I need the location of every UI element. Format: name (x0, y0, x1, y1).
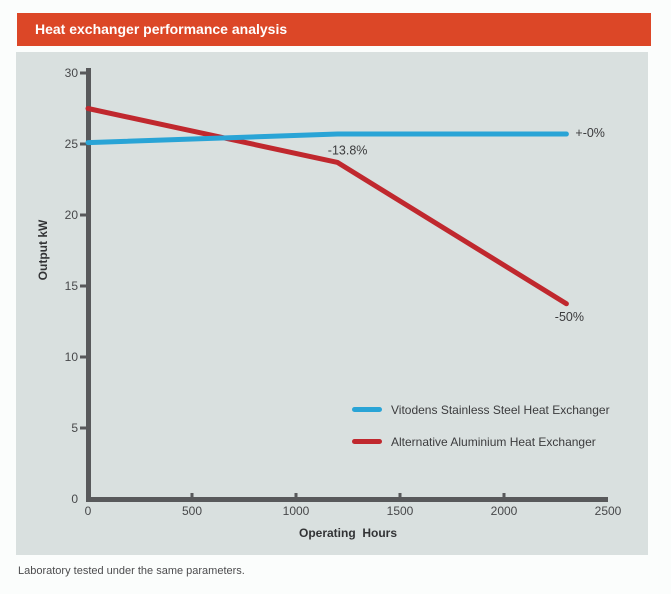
x-tick-mark (190, 493, 194, 498)
y-tick-mark (80, 284, 86, 288)
y-tick-label: 5 (71, 421, 78, 435)
y-tick-mark (80, 142, 86, 146)
y-tick-label: 25 (65, 137, 79, 151)
data-line-0 (85, 131, 569, 146)
x-axis-ticks: 0 500 1000 1500 2000 2500 (85, 493, 622, 518)
x-axis-line (86, 497, 608, 502)
y-tick-mark (80, 426, 86, 430)
x-tick-label: 2000 (491, 504, 518, 518)
legend-item-stainless-steel: Vitodens Stainless Steel Heat Exchanger (352, 400, 610, 419)
legend-line-swatch-red (352, 439, 382, 444)
chart-title-bar: Heat exchanger performance analysis (17, 13, 651, 46)
y-axis-title: Output kW (36, 219, 50, 280)
data-lines (85, 106, 569, 307)
x-tick-label: 2500 (595, 504, 622, 518)
legend-item-aluminium: Alternative Aluminium Heat Exchanger (352, 432, 610, 451)
annotation-label: -50% (555, 310, 584, 324)
y-tick-mark (80, 355, 86, 359)
y-tick-mark (80, 71, 86, 75)
legend-line-swatch-blue (352, 407, 382, 412)
y-tick-label: 10 (65, 350, 79, 364)
x-tick-label: 1000 (283, 504, 310, 518)
x-tick-label: 1500 (387, 504, 414, 518)
y-tick-label: 0 (71, 492, 78, 506)
chart-title: Heat exchanger performance analysis (35, 21, 288, 37)
chart-canvas: 0 5 10 15 20 25 30 0 500 1000 1500 2000 2500 Output… (36, 66, 622, 540)
footnote: Laboratory tested under the same paramet… (18, 565, 245, 577)
y-axis-ticks: 0 5 10 15 20 25 30 (65, 66, 86, 506)
y-tick-label: 30 (65, 66, 79, 80)
chart-panel: 0 5 10 15 20 25 30 0 500 1000 1500 2000 2500 Output… (16, 52, 648, 555)
x-tick-mark (294, 493, 298, 498)
x-tick-label: 0 (85, 504, 92, 518)
x-tick-mark (398, 493, 402, 498)
data-line-1 (85, 106, 569, 307)
x-tick-label: 500 (182, 504, 202, 518)
y-tick-label: 20 (65, 208, 79, 222)
legend-label-stainless-steel: Vitodens Stainless Steel Heat Exchanger (391, 402, 610, 417)
legend-label-aluminium: Alternative Aluminium Heat Exchanger (391, 434, 596, 449)
line-annotations: +-0% -13.8% -50% (328, 126, 605, 324)
x-tick-mark (502, 493, 506, 498)
y-tick-mark (80, 213, 86, 217)
legend: Vitodens Stainless Steel Heat Exchanger … (352, 400, 610, 451)
y-tick-label: 15 (65, 279, 79, 293)
y-axis-line (86, 68, 91, 502)
annotation-label: +-0% (575, 126, 605, 140)
x-axis-title: Operating Hours (299, 526, 397, 540)
annotation-label: -13.8% (328, 143, 368, 157)
